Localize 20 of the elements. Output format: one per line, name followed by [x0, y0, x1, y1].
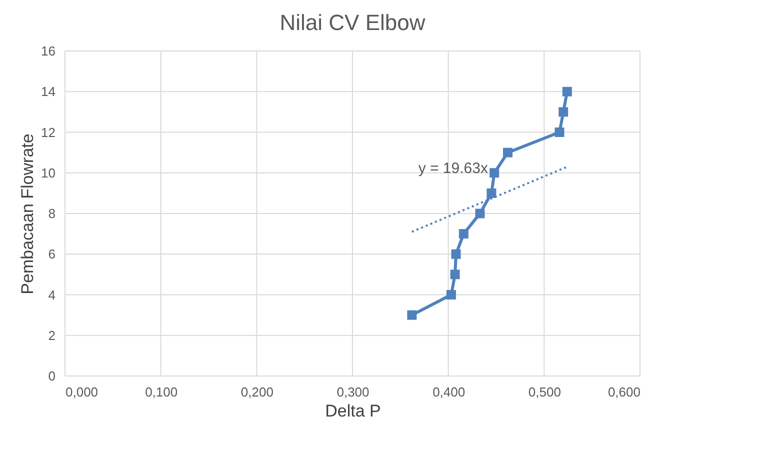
x-tick-label: 0,600	[608, 384, 640, 400]
y-axis-title: Pembacaan Flowrate	[18, 134, 38, 294]
x-tick-label: 0,200	[240, 384, 274, 400]
y-tick-label: 6	[48, 246, 56, 262]
x-tick-label: 0,400	[432, 384, 466, 400]
y-tick-label: 4	[48, 287, 56, 302]
x-tick-label: 0,100	[145, 384, 178, 400]
y-tick-label: 0	[48, 368, 56, 384]
y-tick-label: 16	[41, 44, 56, 58]
y-tick-label: 14	[41, 84, 56, 100]
x-tick-label: 0,300	[336, 384, 370, 400]
y-tick-label: 8	[48, 206, 56, 221]
y-tick-label: 10	[41, 165, 56, 180]
y-tick-label: 2	[48, 328, 56, 343]
y-tick-label: 12	[41, 124, 56, 140]
x-tick-label: 0,000	[66, 384, 98, 400]
chart-title: Nilai CV Elbow	[280, 10, 426, 35]
annotation: y = 19.63x	[418, 160, 488, 177]
x-tick-label: 0,500	[528, 384, 561, 400]
x-axis-title: Delta P	[325, 402, 381, 420]
